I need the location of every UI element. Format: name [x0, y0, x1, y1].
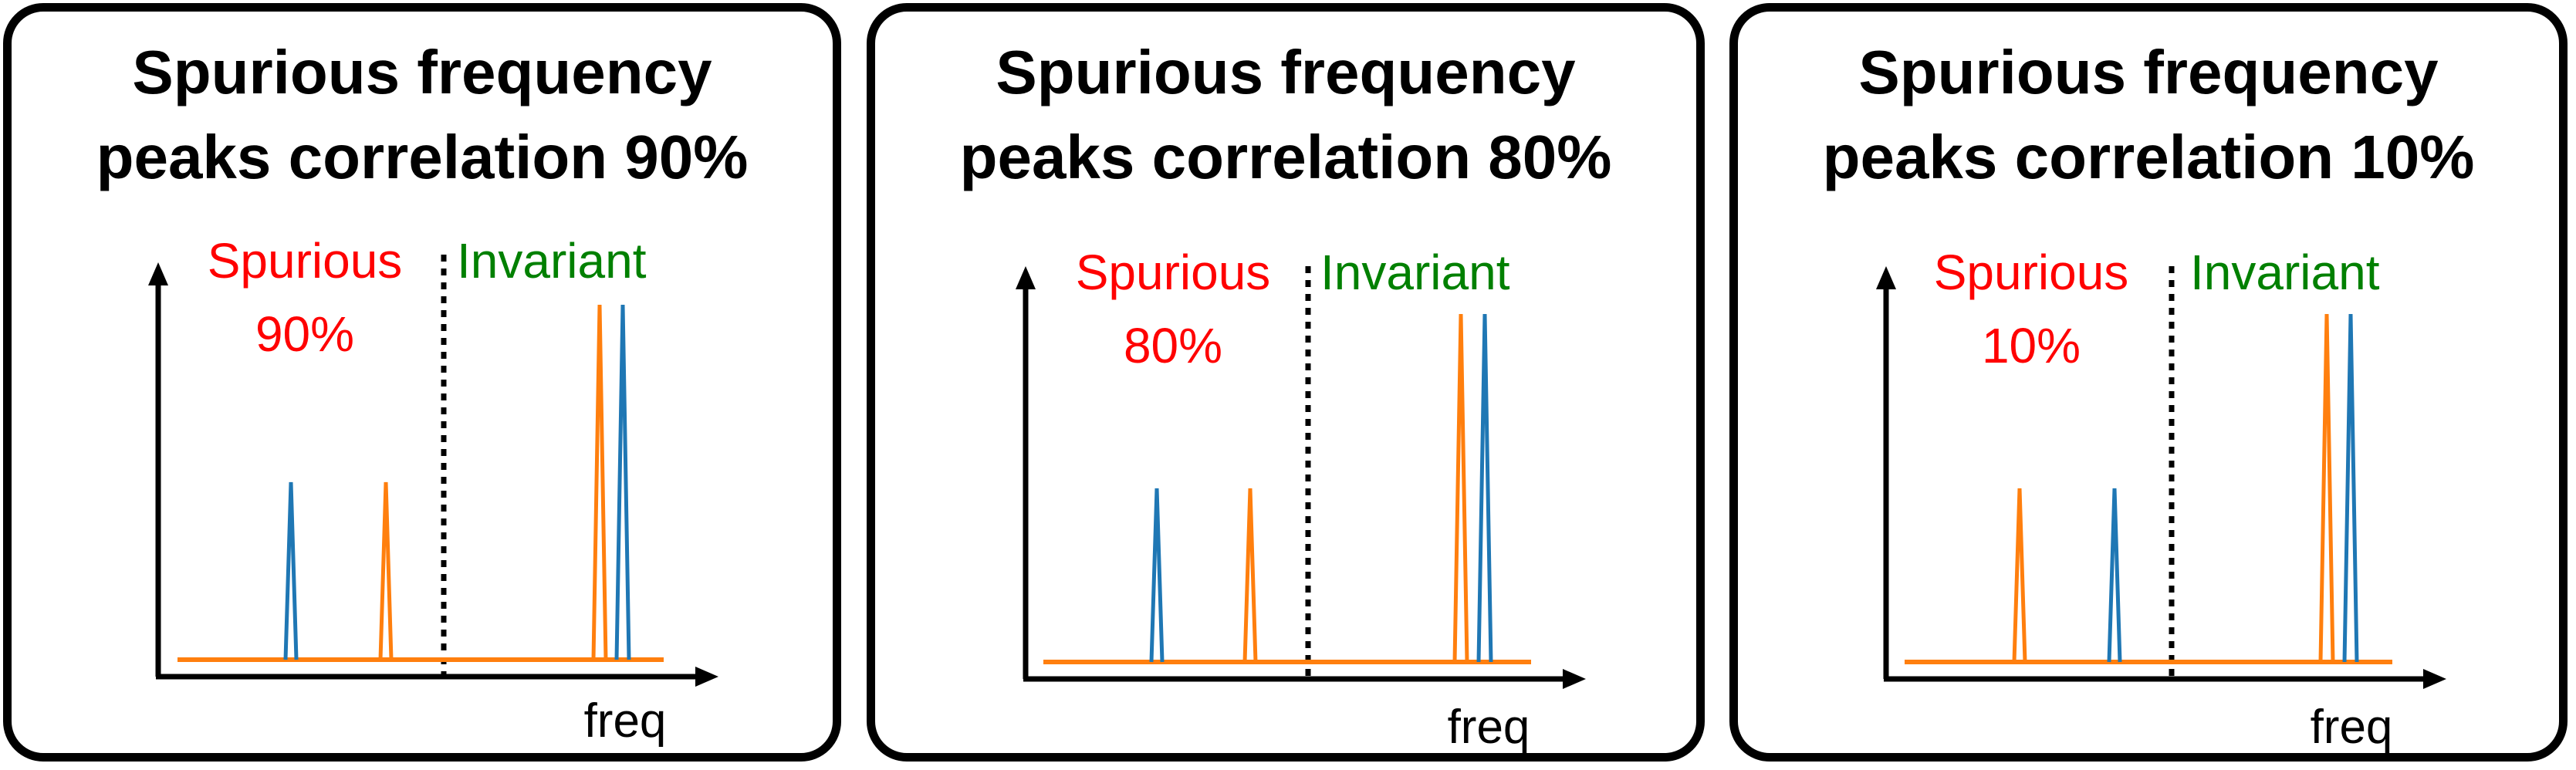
panel-title: Spurious frequency peaks correlation 90%: [12, 30, 833, 200]
spurious-peak-blue: [1149, 488, 1165, 663]
panel-title-line-2: peaks correlation 10%: [1822, 123, 2475, 191]
spurious-peak-orange: [2012, 488, 2027, 663]
y-axis-arrow: [148, 262, 168, 285]
panel-title-line-2: peaks correlation 90%: [96, 123, 749, 191]
frequency-plot: Spurious 80% Invariant freq: [1016, 245, 1586, 753]
y-axis-arrow: [1876, 266, 1896, 289]
x-axis-arrow: [1563, 669, 1586, 689]
axis-label-freq: freq: [584, 694, 667, 748]
spurious-peak-blue: [283, 481, 299, 660]
panel-correlation-10: Spurious frequency peaks correlation 10%…: [1729, 3, 2568, 762]
spurious-percent: 80%: [1124, 318, 1222, 373]
frequency-plot: Spurious 90% Invariant freq: [148, 233, 718, 748]
panel-title: Spurious frequency peaks correlation 10%: [1738, 30, 2559, 200]
axis-label-freq: freq: [2311, 701, 2393, 753]
spurious-peak-blue: [2107, 488, 2122, 663]
spurious-label: Spurious: [208, 233, 403, 289]
invariant-label: Invariant: [1320, 245, 1510, 300]
invariant-peak-blue: [614, 304, 631, 660]
x-axis-arrow: [695, 667, 718, 687]
panel-title-line-1: Spurious frequency: [132, 38, 712, 106]
panel-title: Spurious frequency peaks correlation 80%: [875, 30, 1696, 200]
panel-correlation-80: Spurious frequency peaks correlation 80%…: [867, 3, 1705, 762]
invariant-peak-blue: [1476, 313, 1493, 663]
y-axis-arrow: [1016, 266, 1036, 289]
spurious-peak-orange: [1242, 488, 1258, 663]
x-axis-arrow: [2423, 669, 2446, 689]
panel-title-line-2: peaks correlation 80%: [959, 123, 1612, 191]
panel-correlation-90: Spurious frequency peaks correlation 90%…: [3, 3, 841, 762]
panel-title-line-1: Spurious frequency: [996, 38, 1576, 106]
spurious-label: Spurious: [1076, 245, 1271, 300]
invariant-peak-orange: [1452, 313, 1469, 663]
spurious-percent: 90%: [255, 306, 354, 362]
invariant-label: Invariant: [2190, 245, 2380, 300]
invariant-peak-orange: [2318, 313, 2335, 663]
invariant-peak-blue: [2342, 313, 2359, 663]
spurious-percent: 10%: [1982, 318, 2081, 373]
spurious-label: Spurious: [1934, 245, 2129, 300]
spurious-peak-orange: [378, 481, 394, 660]
invariant-peak-orange: [591, 304, 608, 660]
invariant-label: Invariant: [457, 233, 647, 289]
frequency-plot: Spurious 10% Invariant freq: [1876, 245, 2446, 753]
panel-title-line-1: Spurious frequency: [1858, 38, 2439, 106]
axis-label-freq: freq: [1448, 701, 1530, 753]
